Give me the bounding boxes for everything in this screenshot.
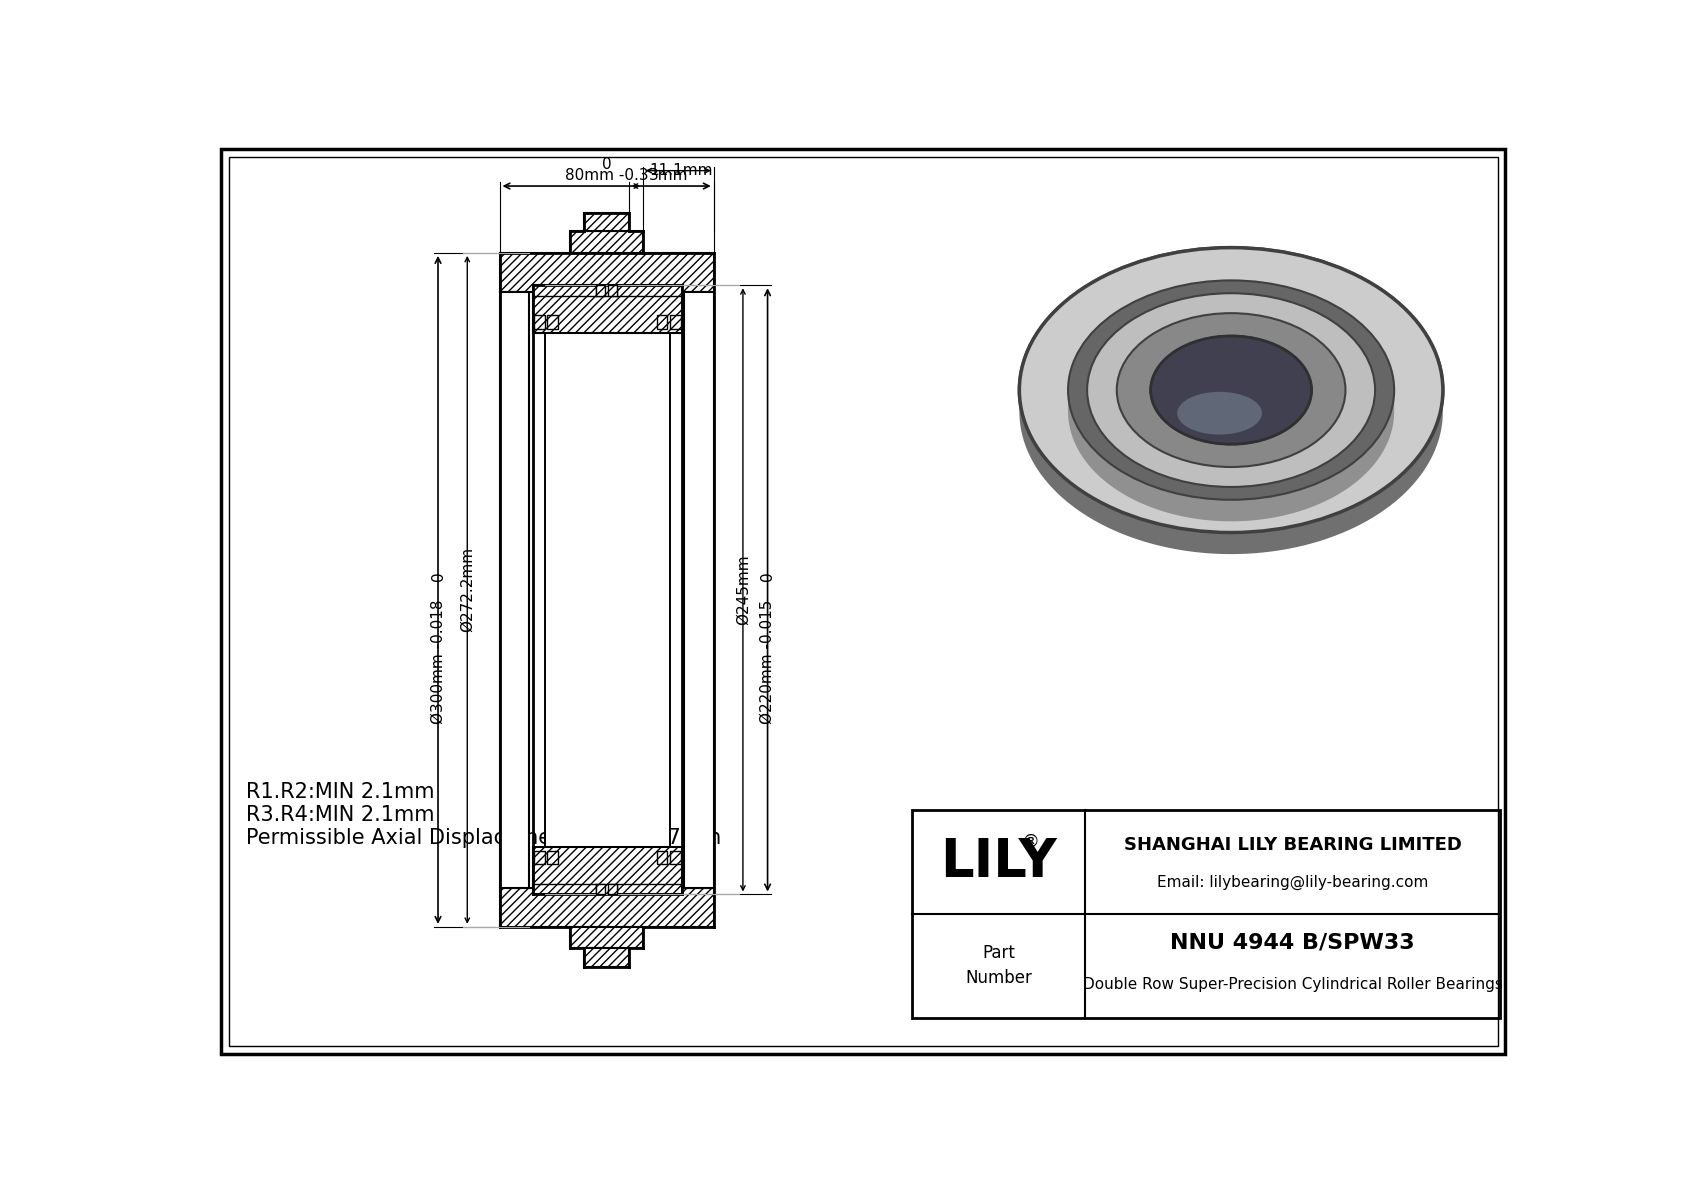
Text: 0: 0 xyxy=(759,570,775,581)
Polygon shape xyxy=(1116,313,1346,467)
Bar xyxy=(534,850,546,865)
Polygon shape xyxy=(1019,248,1443,532)
Ellipse shape xyxy=(1150,336,1312,444)
Text: LILY: LILY xyxy=(940,836,1056,887)
Bar xyxy=(584,213,628,231)
Text: R1: R1 xyxy=(687,288,709,304)
Bar xyxy=(571,927,643,948)
Ellipse shape xyxy=(1177,392,1261,435)
Bar xyxy=(547,850,557,865)
Bar xyxy=(532,847,682,894)
Text: SHANGHAI LILY BEARING LIMITED: SHANGHAI LILY BEARING LIMITED xyxy=(1123,836,1462,854)
Text: Email: lilybearing@lily-bearing.com: Email: lilybearing@lily-bearing.com xyxy=(1157,875,1428,890)
Polygon shape xyxy=(1068,280,1394,500)
Text: Permissible Axial Displacement(max.):3.7mm: Permissible Axial Displacement(max.):3.7… xyxy=(246,829,721,848)
Bar xyxy=(608,286,618,297)
Text: 11.1mm: 11.1mm xyxy=(648,163,712,179)
Ellipse shape xyxy=(1019,248,1443,532)
Text: Ø245mm: Ø245mm xyxy=(736,555,751,625)
Text: R1.R2:MIN 2.1mm: R1.R2:MIN 2.1mm xyxy=(246,782,434,803)
Bar xyxy=(500,252,714,292)
Text: R2: R2 xyxy=(687,304,709,319)
Text: R3.R4:MIN 2.1mm: R3.R4:MIN 2.1mm xyxy=(246,805,434,825)
Text: R4: R4 xyxy=(687,312,709,326)
Text: Ø300mm -0.018: Ø300mm -0.018 xyxy=(431,599,446,724)
Polygon shape xyxy=(1088,293,1376,487)
Bar xyxy=(670,850,680,865)
Bar xyxy=(596,884,605,894)
Bar xyxy=(596,286,605,297)
Text: NNU 4944 B/SPW33: NNU 4944 B/SPW33 xyxy=(1170,933,1415,953)
Bar xyxy=(584,948,628,967)
Bar xyxy=(657,850,667,865)
Text: Ø220mm -0.015: Ø220mm -0.015 xyxy=(759,599,775,723)
Ellipse shape xyxy=(1194,354,1300,411)
Text: 0: 0 xyxy=(601,157,611,173)
Text: 80mm -0.3: 80mm -0.3 xyxy=(564,168,648,183)
Text: Double Row Super-Precision Cylindrical Roller Bearings: Double Row Super-Precision Cylindrical R… xyxy=(1083,977,1502,992)
Bar xyxy=(546,333,670,847)
Ellipse shape xyxy=(1123,360,1293,460)
Text: 0: 0 xyxy=(431,570,446,581)
Text: 3mm: 3mm xyxy=(648,168,689,183)
Bar xyxy=(532,286,682,333)
Text: R3: R3 xyxy=(687,297,709,311)
Bar xyxy=(657,316,667,329)
Text: Part
Number: Part Number xyxy=(965,944,1032,987)
Bar xyxy=(608,884,618,894)
Text: ®: ® xyxy=(1022,833,1039,850)
Polygon shape xyxy=(1019,391,1443,554)
Bar xyxy=(911,810,1500,1017)
Bar xyxy=(571,231,643,252)
Bar xyxy=(500,888,714,927)
Bar xyxy=(684,292,714,888)
Bar xyxy=(500,292,529,888)
Text: Ø272.2mm: Ø272.2mm xyxy=(460,548,475,632)
Polygon shape xyxy=(1068,391,1394,522)
Bar xyxy=(534,316,546,329)
Bar xyxy=(547,316,557,329)
Bar xyxy=(670,316,680,329)
